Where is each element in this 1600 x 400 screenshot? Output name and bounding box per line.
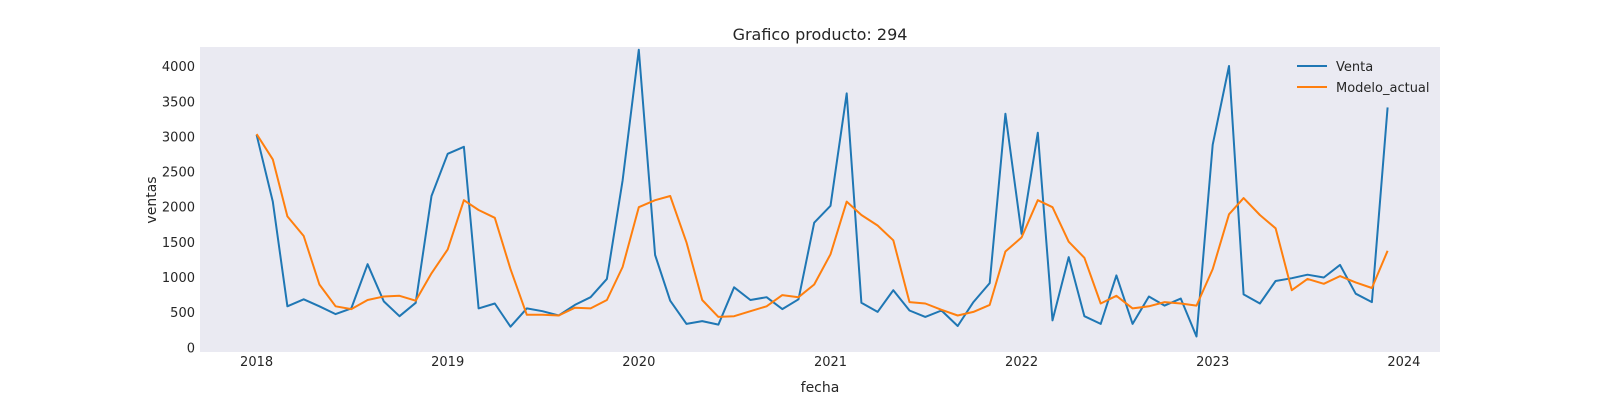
x-tick-label: 2022 [1005,355,1038,370]
x-tick-label: 2020 [622,355,655,370]
x-tick-label: 2019 [431,355,464,370]
series-layer [255,48,1389,338]
y-tick-label: 3500 [162,95,195,110]
x-tick-label: 2018 [240,355,273,370]
y-tick-label: 1000 [162,271,195,286]
x-tick-label: 2024 [1387,355,1420,370]
x-tick-label: 2021 [814,355,847,370]
plot-area [200,47,1440,352]
chart-title: Grafico producto: 294 [733,25,908,44]
legend: Venta Modelo_actual [1297,60,1430,96]
y-tick-label: 1500 [162,236,195,251]
y-tick-label: 3000 [162,131,195,146]
x-tick-label: 2023 [1196,355,1229,370]
y-axis-label: ventas [144,176,160,223]
y-tick-label: 2000 [162,201,195,216]
y-tick-label: 4000 [162,60,195,75]
y-tick-label: 500 [170,306,195,321]
legend-label-modelo-actual: Modelo_actual [1336,81,1430,96]
legend-label-venta: Venta [1336,60,1373,75]
x-axis-ticks: 2018 2019 2020 2021 2022 2023 2024 [240,355,1420,370]
x-axis-label: fecha [801,380,840,396]
series-line-modelo-actual [255,133,1389,318]
y-axis-ticks: 0 500 1000 1500 2000 2500 3000 3500 4000 [162,60,195,356]
y-tick-label: 0 [187,341,195,356]
y-tick-label: 2500 [162,166,195,181]
series-line-venta [255,48,1389,338]
